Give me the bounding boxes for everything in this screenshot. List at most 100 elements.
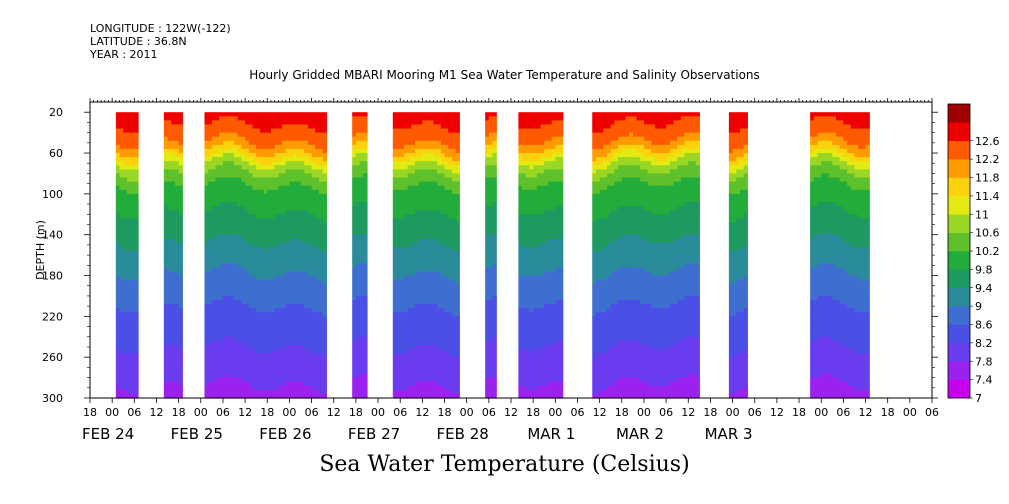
colorbar-swatch xyxy=(948,140,970,160)
y-axis-label: DEPTH (m) xyxy=(34,220,47,280)
data-segment xyxy=(352,112,368,399)
x-hour-tick-label: 12 xyxy=(238,406,252,419)
x-hour-tick-label: 00 xyxy=(460,406,474,419)
mooring-metadata: LONGITUDE : 122W(-122) LATITUDE : 36.8N … xyxy=(90,22,231,61)
x-hour-tick-label: 18 xyxy=(792,406,806,419)
y-tick-label: 220 xyxy=(42,310,63,323)
x-hour-tick-label: 18 xyxy=(615,406,629,419)
colorbar-tick-label: 9.4 xyxy=(975,282,993,295)
x-hour-tick-label: 00 xyxy=(194,406,208,419)
colorbar-swatch xyxy=(948,104,970,123)
colorbar-tick-label: 11 xyxy=(975,208,989,221)
x-hour-tick-label: 18 xyxy=(349,406,363,419)
colorbar-swatch xyxy=(948,306,970,325)
x-hour-tick-label: 00 xyxy=(282,406,296,419)
colorbar-tick-label: 7 xyxy=(975,392,982,405)
colorbar-tick-label: 10.2 xyxy=(975,245,1000,258)
x-hour-tick-label: 18 xyxy=(260,406,274,419)
x-hour-tick-label: 18 xyxy=(703,406,717,419)
data-segment xyxy=(810,112,870,399)
x-hour-tick-label: 00 xyxy=(105,406,119,419)
y-tick-label: 300 xyxy=(42,392,63,405)
x-hour-tick-label: 06 xyxy=(570,406,584,419)
x-hour-tick-label: 06 xyxy=(127,406,141,419)
x-hour-tick-label: 18 xyxy=(83,406,97,419)
x-hour-tick-label: 12 xyxy=(327,406,341,419)
colorbar-swatch xyxy=(948,269,970,289)
x-date-label: FEB 28 xyxy=(437,425,489,443)
data-segment xyxy=(392,112,460,399)
year-text: YEAR : 2011 xyxy=(90,48,158,61)
x-hour-tick-label: 06 xyxy=(925,406,939,419)
chart-title: Hourly Gridded MBARI Mooring M1 Sea Wate… xyxy=(249,68,760,82)
colorbar-swatch xyxy=(948,361,970,380)
x-hour-tick-label: 06 xyxy=(482,406,496,419)
x-hour-tick-label: 06 xyxy=(836,406,850,419)
x-date-label: MAR 3 xyxy=(705,425,753,443)
colorbar-swatch xyxy=(948,342,970,362)
data-segment xyxy=(592,112,700,399)
colorbar-swatch xyxy=(948,324,970,344)
x-hour-tick-label: 06 xyxy=(305,406,319,419)
colorbar-tick-label: 11.8 xyxy=(975,172,1000,185)
y-tick-label: 100 xyxy=(42,188,63,201)
latitude-text: LATITUDE : 36.8N xyxy=(90,35,187,48)
x-hour-tick-label: 12 xyxy=(415,406,429,419)
x-hour-tick-label: 06 xyxy=(659,406,673,419)
colorbar-tick-label: 8.6 xyxy=(975,319,993,332)
y-tick-label: 260 xyxy=(42,351,63,364)
x-hour-tick-label: 12 xyxy=(504,406,518,419)
colorbar-tick-label: 7.8 xyxy=(975,355,993,368)
x-hour-tick-label: 12 xyxy=(859,406,873,419)
x-hour-tick-label: 06 xyxy=(216,406,230,419)
colorbar-swatch xyxy=(948,159,970,178)
colorbar-tick-label: 10.6 xyxy=(975,227,1000,240)
x-hour-tick-label: 00 xyxy=(903,406,917,419)
colorbar-tick-label: 8.2 xyxy=(975,337,993,350)
y-tick-label: 60 xyxy=(49,147,63,160)
x-date-label: FEB 25 xyxy=(171,425,223,443)
x-hour-tick-label: 18 xyxy=(172,406,186,419)
colorbar-tick-label: 12.2 xyxy=(975,153,1000,166)
colorbar-swatch xyxy=(948,195,970,215)
x-hour-tick-label: 00 xyxy=(814,406,828,419)
data-segment xyxy=(518,112,564,399)
x-date-label: FEB 26 xyxy=(259,425,311,443)
x-hour-tick-label: 00 xyxy=(637,406,651,419)
data-segment xyxy=(163,112,183,399)
data-segment xyxy=(204,112,327,399)
x-hour-tick-label: 12 xyxy=(149,406,163,419)
colorbar-swatch xyxy=(948,251,970,270)
colorbar-swatch xyxy=(948,232,970,252)
x-date-label: FEB 24 xyxy=(82,425,134,443)
x-hour-tick-label: 00 xyxy=(726,406,740,419)
y-tick-label: 140 xyxy=(42,229,63,242)
colorbar-swatch xyxy=(948,287,970,307)
colorbar-title: Sea Water Temperature (Celsius) xyxy=(319,452,690,477)
y-tick-label: 180 xyxy=(42,270,63,283)
colorbar-tick-label: 7.4 xyxy=(975,374,993,387)
colorbar-swatch xyxy=(948,122,970,142)
x-hour-tick-label: 00 xyxy=(548,406,562,419)
x-hour-tick-label: 18 xyxy=(881,406,895,419)
x-hour-tick-label: 12 xyxy=(770,406,784,419)
longitude-text: LONGITUDE : 122W(-122) xyxy=(90,22,231,35)
data-segment xyxy=(485,112,497,399)
x-date-label: MAR 1 xyxy=(527,425,575,443)
x-hour-tick-label: 12 xyxy=(593,406,607,419)
colorbar-tick-label: 9.8 xyxy=(975,263,993,276)
y-tick-label: 20 xyxy=(49,106,63,119)
colorbar-swatch xyxy=(948,177,970,197)
x-hour-tick-label: 00 xyxy=(371,406,385,419)
colorbar-swatch xyxy=(948,379,970,399)
x-date-label: FEB 27 xyxy=(348,425,400,443)
data-segment xyxy=(115,112,139,399)
colorbar-swatch xyxy=(948,214,970,233)
x-hour-tick-label: 12 xyxy=(681,406,695,419)
x-hour-tick-label: 18 xyxy=(438,406,452,419)
colorbar-tick-label: 12.6 xyxy=(975,135,1000,148)
colorbar-tick-label: 9 xyxy=(975,300,982,313)
data-segment xyxy=(728,112,748,399)
x-date-label: MAR 2 xyxy=(616,425,664,443)
